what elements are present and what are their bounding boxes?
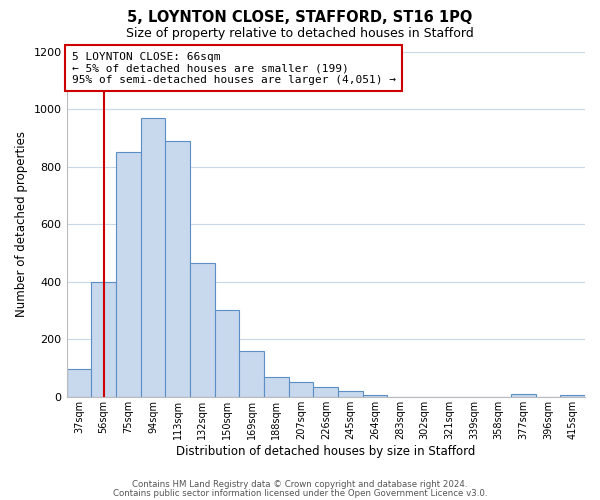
Text: Contains HM Land Registry data © Crown copyright and database right 2024.: Contains HM Land Registry data © Crown c… (132, 480, 468, 489)
Bar (289, 382, 313, 397)
X-axis label: Distribution of detached houses by size in Stafford: Distribution of detached houses by size … (176, 444, 475, 458)
Text: Size of property relative to detached houses in Stafford: Size of property relative to detached ho… (126, 28, 474, 40)
Bar (165, 140, 190, 397)
Bar (140, 118, 165, 397)
Bar (264, 376, 289, 397)
Bar (511, 394, 536, 397)
Bar (67, 370, 91, 397)
Bar (338, 391, 363, 397)
Bar (215, 310, 239, 397)
Bar (363, 396, 388, 397)
Bar (116, 152, 140, 397)
Bar (91, 282, 116, 397)
Bar (239, 351, 264, 397)
Text: 5 LOYNTON CLOSE: 66sqm
← 5% of detached houses are smaller (199)
95% of semi-det: 5 LOYNTON CLOSE: 66sqm ← 5% of detached … (72, 52, 396, 84)
Bar (560, 396, 585, 397)
Text: Contains public sector information licensed under the Open Government Licence v3: Contains public sector information licen… (113, 488, 487, 498)
Bar (190, 263, 215, 397)
Text: 5, LOYNTON CLOSE, STAFFORD, ST16 1PQ: 5, LOYNTON CLOSE, STAFFORD, ST16 1PQ (127, 10, 473, 25)
Bar (313, 386, 338, 397)
Y-axis label: Number of detached properties: Number of detached properties (15, 131, 28, 317)
